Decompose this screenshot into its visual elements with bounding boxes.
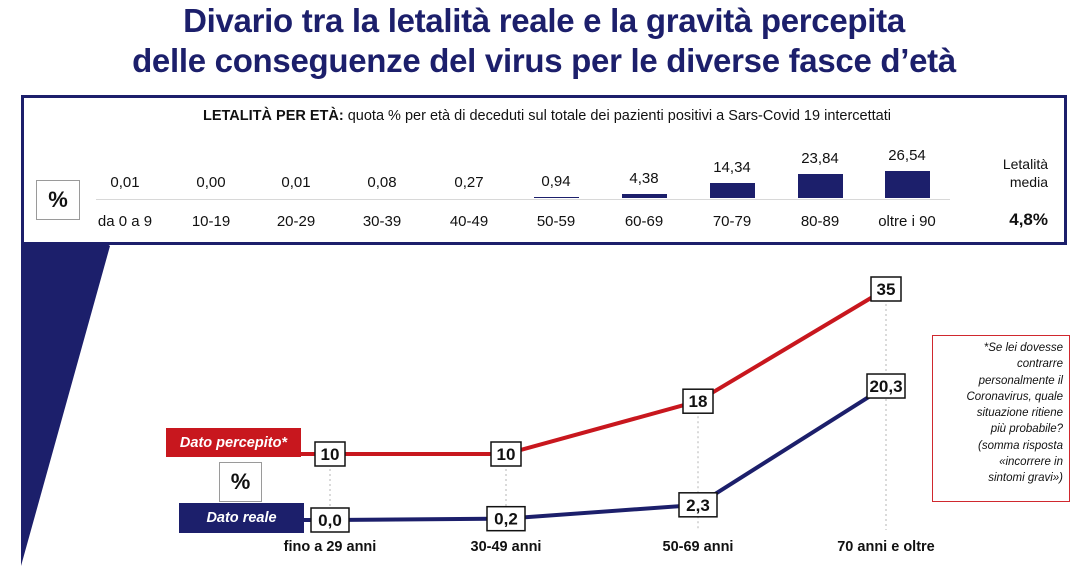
value-box	[486, 505, 526, 532]
age-category-label: 10-19	[191, 213, 231, 230]
note-line: contrarre	[1016, 358, 1063, 371]
note-line: «incorrere in	[999, 456, 1063, 469]
value-label: 10	[321, 445, 340, 464]
average-lethality-value: 4,8%	[1009, 210, 1048, 229]
bar-50-59	[533, 197, 579, 198]
value-box	[682, 388, 714, 414]
panel-header: LETALITÀ PER ETÀ: quota % per età di dec…	[24, 108, 1070, 124]
panel-header-text: quota % per età di deceduti sul totale d…	[343, 108, 891, 124]
age-category-label: 80-89	[800, 213, 840, 230]
category-label: 50-69 anni	[663, 539, 734, 555]
average-label-line1: Letalità	[1002, 156, 1048, 172]
note-line: Coronavirus, quale	[966, 390, 1063, 403]
value-label: 0,2	[494, 510, 518, 529]
note-line: più probabile?	[990, 423, 1063, 436]
bar-value-label: 0,08	[367, 174, 397, 191]
series-line-perceived	[300, 287, 888, 456]
percent-box: %	[36, 180, 80, 220]
bar-value-label: 0,01	[281, 174, 311, 191]
value-box	[866, 373, 906, 399]
legend-real-tag: Dato reale	[179, 503, 304, 533]
bar-value-label: 0,01	[110, 174, 140, 191]
age-category-label: 70-79	[712, 213, 752, 230]
age-category-label: 40-49	[449, 213, 489, 230]
legend-perceived-tag: Dato percepito*	[166, 428, 301, 457]
note-line: sintomi gravi»)	[988, 472, 1063, 485]
bar-value-label: 26,54	[888, 147, 926, 164]
age-category-label: da 0 a 9	[97, 213, 153, 230]
note-line: situazione ritiene	[976, 407, 1063, 420]
survey-question-note: *Se lei dovesse contrarre personalmente …	[932, 335, 1070, 502]
bar-value-label: 0,00	[196, 174, 226, 191]
note-line: *Se lei dovesse	[983, 342, 1063, 354]
value-box	[870, 276, 902, 302]
category-label: fino a 29 anni	[284, 539, 377, 555]
bar-60-69	[621, 194, 667, 198]
value-label: 20,3	[869, 377, 902, 396]
bar-value-label: 0,94	[541, 173, 571, 190]
bar-value-label: 14,34	[713, 159, 751, 176]
page-title-line2: delle conseguenze del virus per le diver…	[132, 42, 956, 79]
value-label: 0,0	[318, 511, 342, 530]
panel-header-bold: LETALITÀ PER ETÀ:	[203, 108, 344, 124]
average-label-line2: media	[1009, 174, 1048, 190]
note-line: personalmente il	[978, 374, 1063, 387]
bar-value-label: 4,38	[629, 170, 659, 187]
value-label: 2,3	[686, 496, 710, 515]
bar-baseline	[96, 199, 950, 200]
bar-70-79	[709, 183, 755, 198]
age-category-label: 30-39	[362, 213, 402, 230]
average-lethality-label: Letalità media	[1003, 155, 1048, 191]
value-label: 35	[877, 280, 896, 299]
age-category-label: oltre i 90	[878, 213, 936, 230]
percent-box-lower: %	[219, 462, 262, 502]
bar-80-89	[797, 174, 843, 198]
value-label: 18	[689, 392, 708, 411]
note-line: (somma risposta	[978, 439, 1063, 452]
value-label: 10	[497, 445, 516, 464]
age-category-label: 60-69	[624, 213, 664, 230]
category-label: 70 anni e oltre	[837, 539, 935, 555]
bar-value-label: 0,27	[454, 174, 484, 191]
page-title-line1: Divario tra la letalità reale e la gravi…	[183, 2, 905, 39]
bar-oltre i 90	[884, 171, 930, 198]
age-category-label: 20-29	[276, 213, 316, 230]
age-category-label: 50-59	[536, 213, 576, 230]
value-box	[678, 492, 718, 518]
value-box	[490, 441, 522, 467]
value-box	[314, 441, 346, 467]
bar-value-label: 23,84	[801, 150, 839, 167]
category-label: 30-49 anni	[471, 539, 542, 555]
value-box	[310, 507, 350, 533]
lethality-panel: LETALITÀ PER ETÀ: quota % per età di dec…	[21, 95, 1067, 245]
